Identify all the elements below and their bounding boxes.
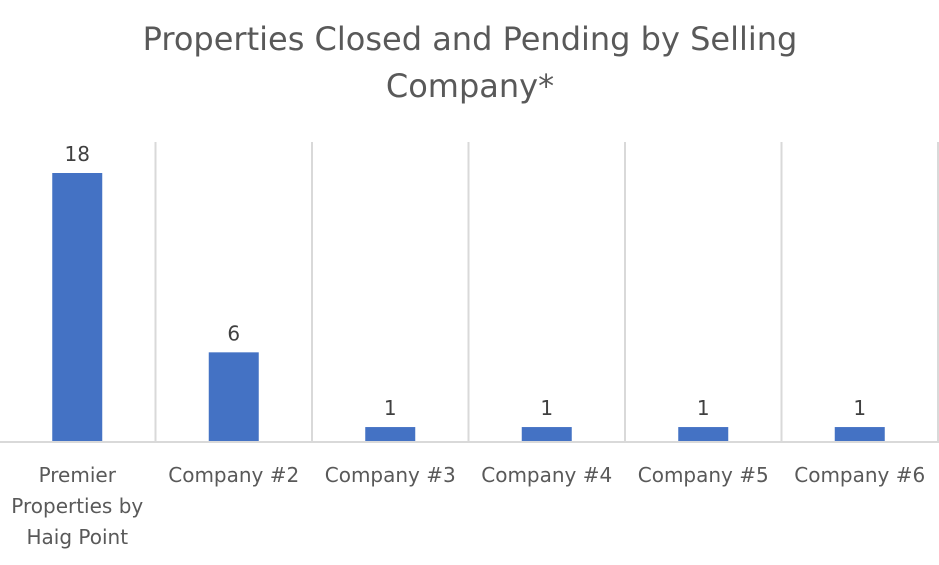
x-tick-label: Company #3 (324, 463, 456, 487)
data-label: 18 (65, 142, 90, 166)
bar (678, 427, 729, 442)
bar (365, 427, 416, 442)
x-tick-label: Company #2 (168, 463, 300, 487)
chart-title: Properties Closed and Pending by Selling… (142, 20, 798, 105)
data-label: 1 (853, 396, 866, 420)
data-label: 6 (227, 321, 240, 345)
bar (521, 427, 572, 442)
bar (52, 173, 103, 442)
x-tick-label: Company #5 (637, 463, 769, 487)
data-label: 1 (384, 396, 397, 420)
x-tick-label: Premier Properties by Haig Point (11, 463, 144, 549)
bar (208, 352, 259, 442)
bar (834, 427, 885, 442)
x-tick-label: Company #4 (481, 463, 613, 487)
data-label: 1 (697, 396, 710, 420)
data-label: 1 (540, 396, 553, 420)
x-tick-label: Company #6 (794, 463, 926, 487)
